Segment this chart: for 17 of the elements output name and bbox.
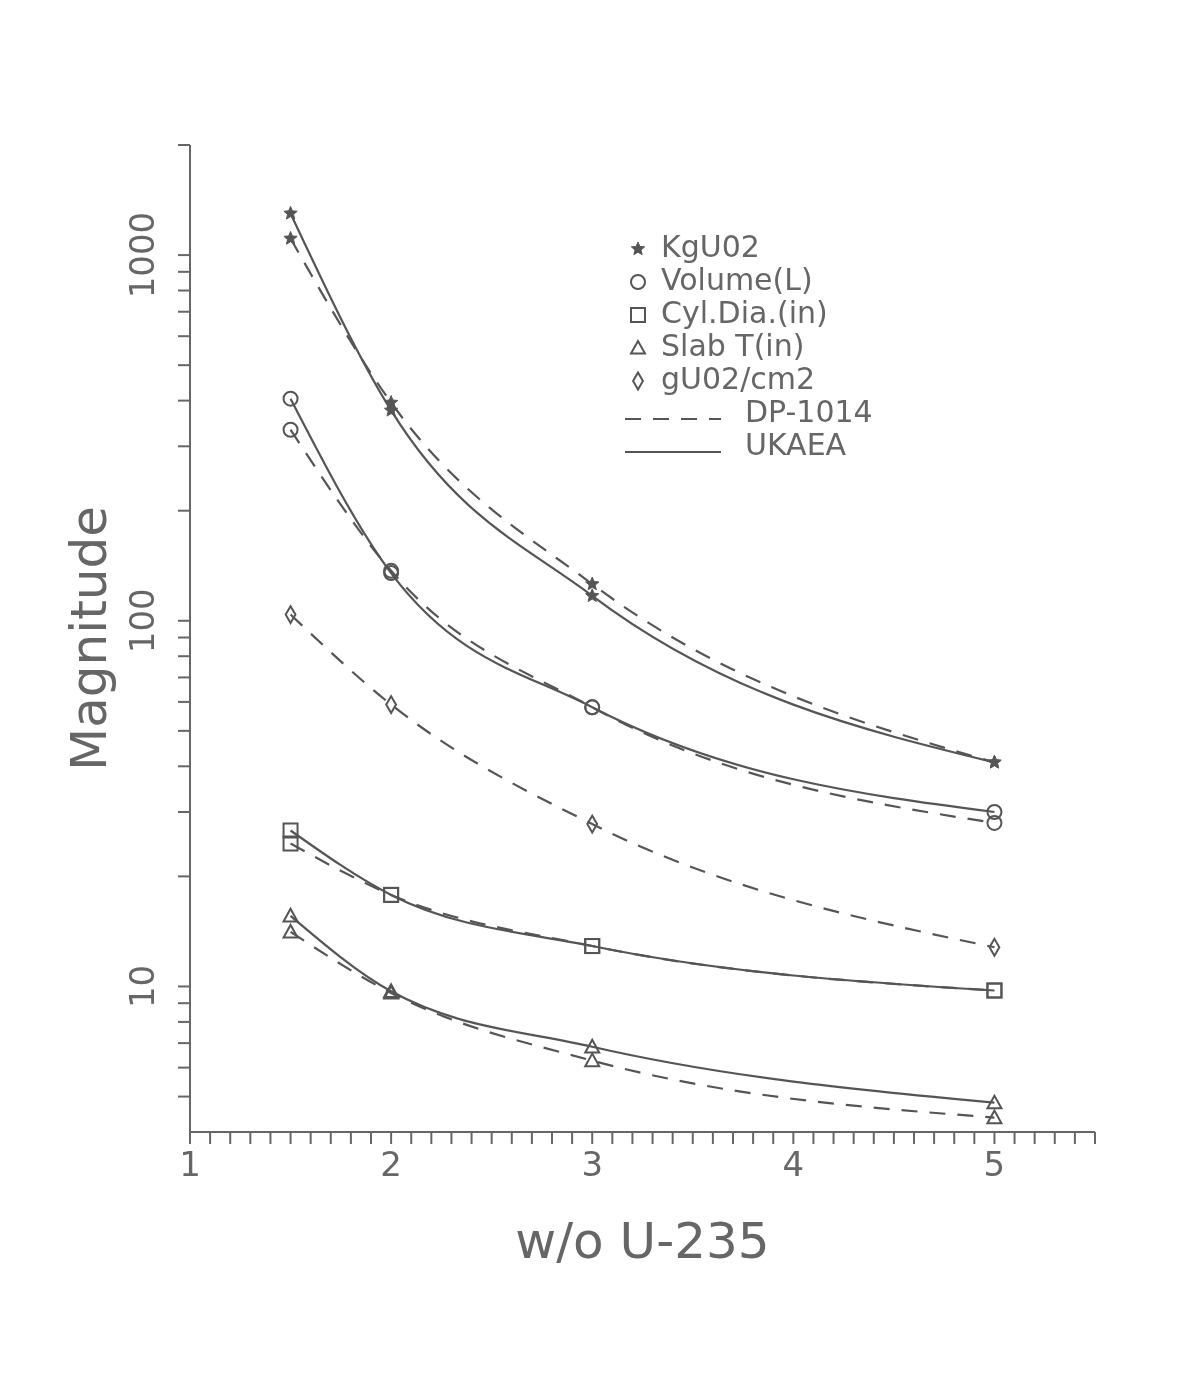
legend-label: gU02/cm2	[661, 361, 816, 396]
y-tick-label: 100	[122, 588, 162, 654]
legend-label: KgU02	[661, 229, 760, 264]
legend-label: Volume(L)	[661, 262, 813, 297]
y-tick-label: 10	[122, 964, 162, 1009]
x-tick-label: 4	[782, 1144, 805, 1184]
x-tick-label: 5	[983, 1144, 1006, 1184]
x-tick-label: 3	[581, 1144, 604, 1184]
legend-label: Cyl.Dia.(in)	[661, 295, 828, 330]
x-axis-title: w/o U-235	[515, 1212, 770, 1270]
legend-label: UKAEA	[745, 427, 847, 462]
x-tick-label: 2	[380, 1144, 402, 1184]
y-tick-label: 1000	[122, 211, 162, 299]
x-tick-label: 1	[179, 1144, 201, 1184]
legend-label: DP-1014	[745, 394, 873, 429]
y-axis-title: Magnitude	[59, 506, 118, 771]
legend-label: Slab T(in)	[661, 328, 805, 363]
